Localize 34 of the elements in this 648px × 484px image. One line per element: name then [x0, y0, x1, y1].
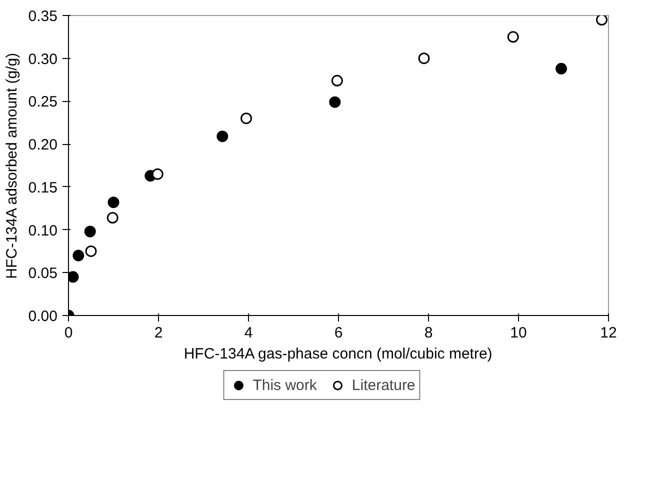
y-axis-title: HFC-134A adsorbed amount (g/g) [3, 52, 20, 279]
legend-label: Literature [352, 376, 416, 394]
legend-label: This work [252, 376, 317, 394]
x-tick-label: 8 [424, 324, 433, 342]
x-tick-label: 10 [510, 324, 527, 342]
y-tick-label: 0.25 [28, 94, 58, 111]
point [106, 212, 118, 224]
y-tick-label: 0.00 [28, 308, 58, 325]
point [72, 250, 84, 262]
x-axis-title: HFC-134A gas-phase concn (mol/cubic metre) [184, 346, 492, 362]
y-tick-label: 0.20 [28, 136, 58, 154]
y-tick-label: 0.15 [28, 179, 58, 196]
point [240, 112, 252, 124]
point [68, 271, 79, 283]
point [418, 52, 430, 64]
point [329, 96, 341, 108]
x-tick-label: 4 [244, 324, 253, 342]
y-tick-label: 0.30 [28, 50, 58, 68]
point [108, 196, 120, 208]
point [84, 226, 96, 238]
y-tick-label: 0.35 [28, 8, 58, 25]
point [331, 74, 343, 86]
point [85, 245, 97, 257]
y-tick-label: 0.10 [28, 222, 58, 240]
x-tick-label: 0 [64, 324, 73, 342]
point [152, 168, 164, 180]
x-tick-label: 6 [334, 324, 343, 342]
point [556, 62, 567, 74]
point [216, 130, 228, 142]
point [507, 31, 519, 43]
x-tick-label: 2 [154, 324, 163, 342]
point [596, 16, 608, 26]
y-tick-label: 0.05 [28, 265, 58, 282]
x-tick-label: 12 [600, 324, 617, 342]
